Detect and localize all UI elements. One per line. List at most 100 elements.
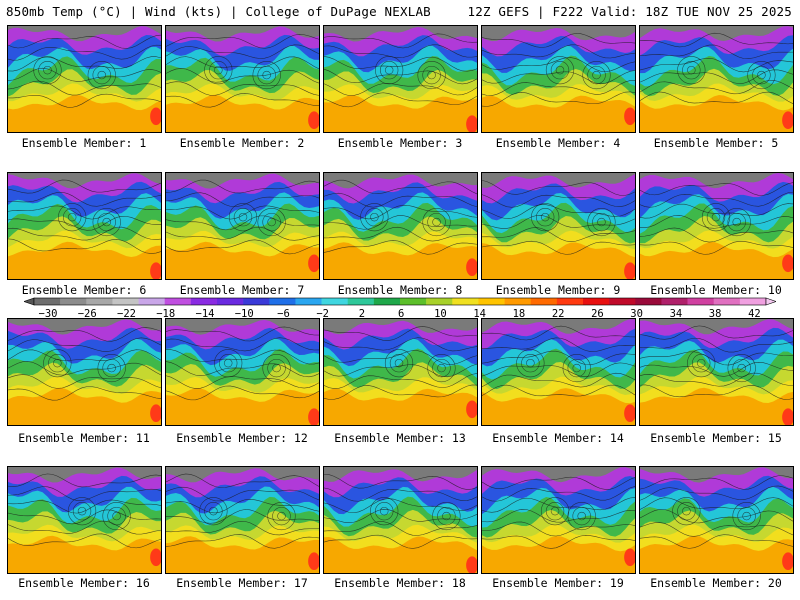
ensemble-member-map bbox=[165, 318, 320, 426]
ensemble-member-label: Ensemble Member: 19 bbox=[492, 576, 624, 590]
colorbar-segment bbox=[687, 298, 715, 305]
colorbar-segment bbox=[243, 298, 270, 305]
colorbar-tick-label: 30 bbox=[630, 308, 643, 320]
colorbar-segment bbox=[583, 298, 610, 305]
colorbar-arrow-right bbox=[765, 297, 776, 306]
ensemble-member-label: Ensemble Member: 4 bbox=[495, 136, 621, 150]
colorbar-segment bbox=[373, 298, 401, 305]
colorbar-segment bbox=[609, 298, 636, 305]
model-run-info: 12Z GEFS | F222 Valid: 18Z TUE NOV 25 20… bbox=[467, 4, 792, 19]
ensemble-member-map bbox=[639, 25, 794, 133]
ensemble-member-map bbox=[481, 172, 636, 280]
colorbar-tick-label: 42 bbox=[748, 308, 761, 320]
ensemble-member-label: Ensemble Member: 14 bbox=[492, 431, 624, 445]
colorbar-segment bbox=[739, 298, 767, 305]
ensemble-member-label: Ensemble Member: 8 bbox=[337, 283, 463, 297]
colorbar-segment bbox=[556, 298, 584, 305]
temperature-map-svg bbox=[640, 467, 793, 573]
temperature-map-svg bbox=[324, 467, 477, 573]
ensemble-member-label: Ensemble Member: 15 bbox=[650, 431, 782, 445]
temperature-map-svg bbox=[8, 467, 161, 573]
colorbar-segment bbox=[295, 298, 322, 305]
colorbar-segment bbox=[86, 298, 113, 305]
colorbar-segment bbox=[452, 298, 479, 305]
colorbar-tick-label: 18 bbox=[513, 308, 526, 320]
ensemble-member-map bbox=[481, 25, 636, 133]
temperature-map-svg bbox=[640, 26, 793, 132]
colorbar-tick-label: 38 bbox=[709, 308, 722, 320]
temperature-map-svg bbox=[482, 26, 635, 132]
temperature-map-svg bbox=[166, 173, 319, 279]
colorbar-segment bbox=[34, 298, 61, 305]
ensemble-member-map bbox=[7, 172, 162, 280]
colorbar-segment bbox=[60, 298, 87, 305]
colorbar-tick-label: −14 bbox=[196, 308, 215, 320]
colorbar-segment bbox=[269, 298, 296, 305]
ensemble-member-label: Ensemble Member: 5 bbox=[653, 136, 779, 150]
ensemble-member-map bbox=[639, 172, 794, 280]
colorbar-tick-label: 34 bbox=[670, 308, 683, 320]
ensemble-member-map bbox=[7, 25, 162, 133]
colorbar-tick-label: −26 bbox=[78, 308, 97, 320]
colorbar-segment bbox=[713, 298, 741, 305]
ensemble-member-map bbox=[323, 25, 478, 133]
temperature-map-svg bbox=[324, 319, 477, 425]
colorbar-segment bbox=[112, 298, 139, 305]
ensemble-member-label: Ensemble Member: 2 bbox=[179, 136, 305, 150]
colorbar-tick-label: 22 bbox=[552, 308, 565, 320]
ensemble-member-label: Ensemble Member: 17 bbox=[176, 576, 308, 590]
ensemble-member-map bbox=[165, 25, 320, 133]
temperature-map-svg bbox=[640, 173, 793, 279]
ensemble-member-label: Ensemble Member: 7 bbox=[179, 283, 305, 297]
ensemble-member-map bbox=[481, 466, 636, 574]
colorbar-arrow-left bbox=[24, 297, 35, 306]
map-title: 850mb Temp (°C) | Wind (kts) | College o… bbox=[6, 4, 431, 19]
colorbar-segment bbox=[661, 298, 688, 305]
ensemble-member-label: Ensemble Member: 18 bbox=[334, 576, 466, 590]
ensemble-member-map bbox=[323, 466, 478, 574]
ensemble-member-map bbox=[481, 318, 636, 426]
ensemble-member-label: Ensemble Member: 10 bbox=[650, 283, 782, 297]
temperature-map-svg bbox=[482, 319, 635, 425]
colorbar-segment bbox=[635, 298, 662, 305]
colorbar-tick-label: 2 bbox=[359, 308, 365, 320]
temperature-map-svg bbox=[324, 173, 477, 279]
colorbar-segment bbox=[217, 298, 244, 305]
colorbar-segment bbox=[164, 298, 192, 305]
colorbar-tick-label: 6 bbox=[398, 308, 404, 320]
colorbar-segment bbox=[530, 298, 558, 305]
colorbar-tick-label: 10 bbox=[434, 308, 447, 320]
colorbar-tick-label: 26 bbox=[591, 308, 604, 320]
temperature-colorbar: −30 −26 −22 −18 −14 −10 −6 −2 2 6 10 14 18 22 26 30 34 38… bbox=[24, 296, 776, 320]
ensemble-member-map bbox=[165, 172, 320, 280]
temperature-map-svg bbox=[482, 173, 635, 279]
temperature-map-svg bbox=[8, 319, 161, 425]
colorbar-segment bbox=[347, 298, 375, 305]
ensemble-member-label: Ensemble Member: 3 bbox=[337, 136, 463, 150]
ensemble-member-map bbox=[7, 318, 162, 426]
temperature-map-svg bbox=[640, 319, 793, 425]
colorbar-tick-label: 14 bbox=[473, 308, 486, 320]
temperature-map-svg bbox=[166, 467, 319, 573]
ensemble-member-map bbox=[323, 318, 478, 426]
ensemble-member-label: Ensemble Member: 20 bbox=[650, 576, 782, 590]
ensemble-member-map bbox=[639, 318, 794, 426]
colorbar-segment bbox=[426, 298, 453, 305]
ensemble-member-label: Ensemble Member: 1 bbox=[21, 136, 147, 150]
temperature-map-svg bbox=[8, 26, 161, 132]
ensemble-member-map bbox=[639, 466, 794, 574]
temperature-map-svg bbox=[166, 319, 319, 425]
ensemble-member-label: Ensemble Member: 12 bbox=[176, 431, 308, 445]
colorbar-segment bbox=[504, 298, 532, 305]
ensemble-member-label: Ensemble Member: 9 bbox=[495, 283, 621, 297]
colorbar-segment bbox=[138, 298, 166, 305]
colorbar-segment bbox=[190, 298, 218, 305]
colorbar-tick-label: −18 bbox=[156, 308, 175, 320]
colorbar-tick-label: −6 bbox=[277, 308, 290, 320]
colorbar-tick-label: −2 bbox=[316, 308, 329, 320]
ensemble-member-label: Ensemble Member: 16 bbox=[18, 576, 150, 590]
temperature-map-svg bbox=[166, 26, 319, 132]
colorbar-tick-label: −22 bbox=[117, 308, 136, 320]
ensemble-member-map bbox=[323, 172, 478, 280]
ensemble-member-label: Ensemble Member: 11 bbox=[18, 431, 150, 445]
